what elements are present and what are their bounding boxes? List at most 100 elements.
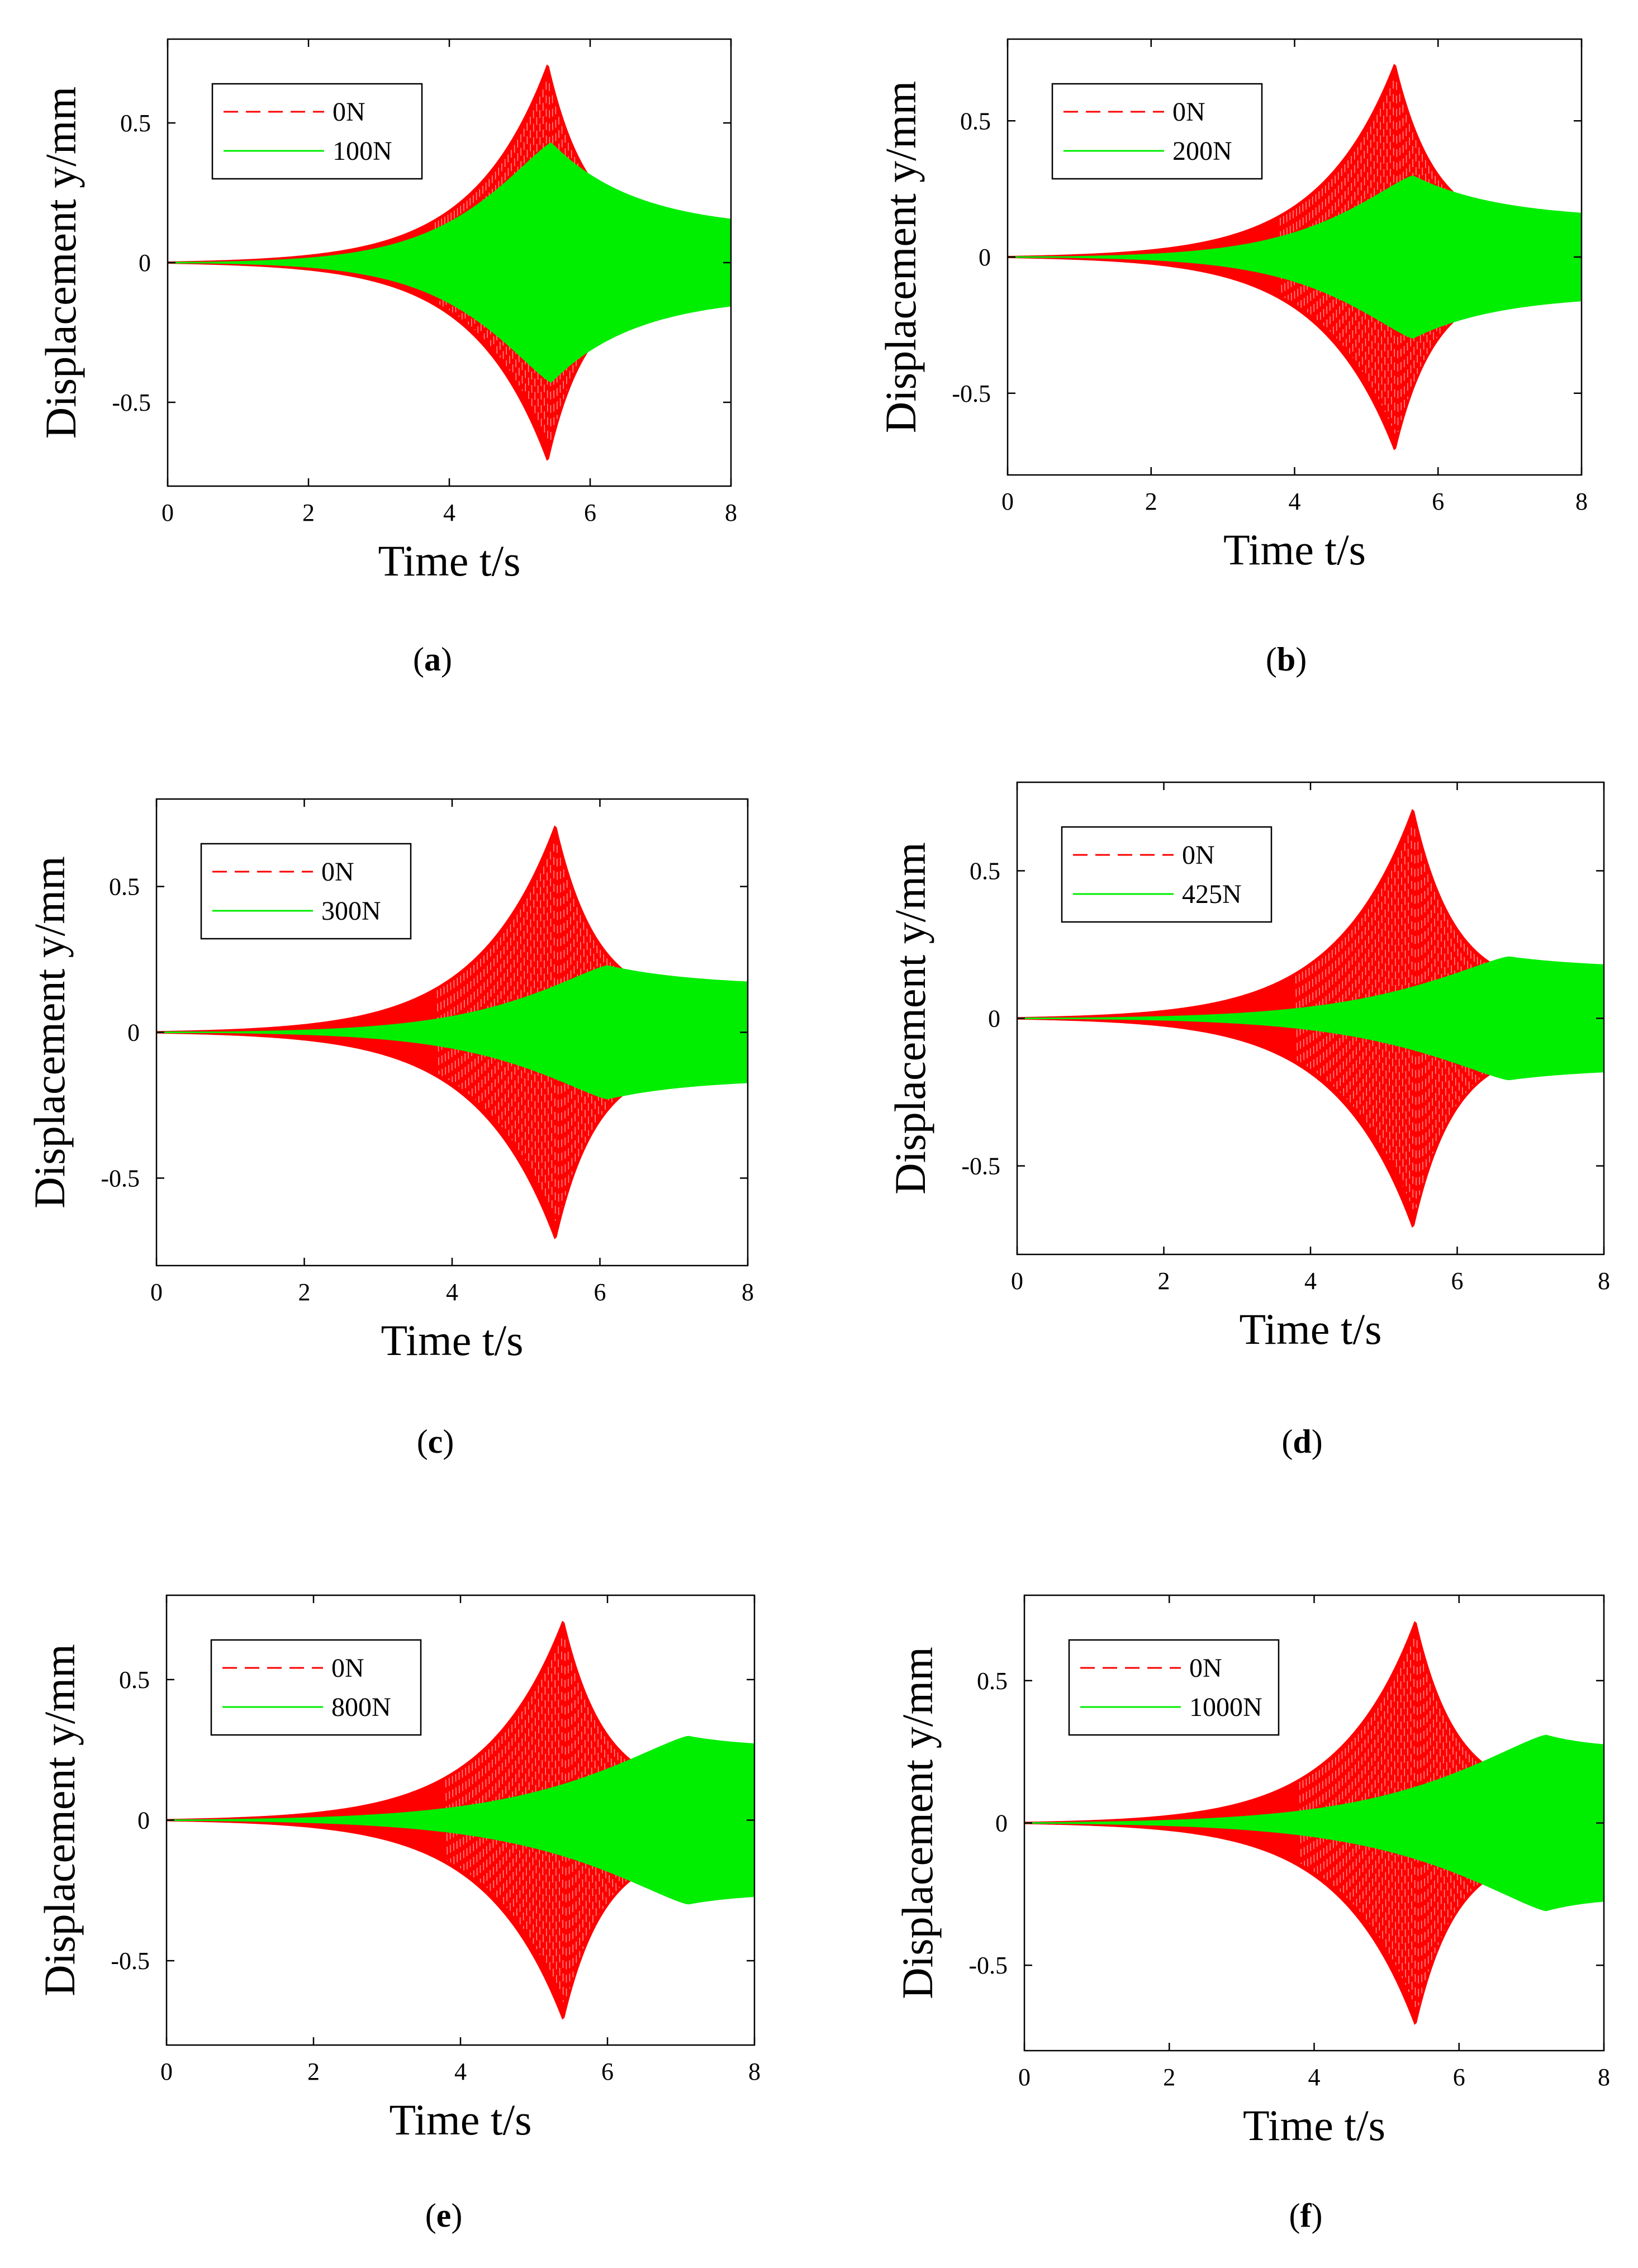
x-tick-label: 2 [1145,488,1157,515]
caption-letter: e [436,2197,452,2234]
x-tick-label: 0 [150,1278,163,1306]
series-425N-envelope [1017,956,1604,1081]
chart-panel-a: 0 2 4 6 8 -0.5 0 0.5 Time t/s Displacement y/mm 0N… [36,38,737,585]
legend-label-100N: 100N [333,136,392,166]
caption-close-paren: ) [1295,641,1307,678]
y-axis-label: Displacement y/mm [886,842,934,1194]
legend-label-0N: 0N [1182,840,1215,870]
x-tick-label: 8 [1575,488,1588,515]
caption-close-paren: ) [441,641,452,678]
x-tick-label: 0 [162,499,174,526]
x-axis-label: Time t/s [1223,525,1366,574]
x-tick-label: 6 [1453,2063,1465,2091]
x-tick-label: 4 [454,2058,467,2085]
caption-open-paren: ( [1289,2197,1300,2234]
legend-label-0N: 0N [1172,97,1205,127]
y-axis-label: Displacement y/mm [876,81,925,433]
caption-letter: f [1300,2197,1312,2234]
y-tick-label: 0 [137,1807,150,1834]
legend-label-300N: 300N [321,896,381,926]
caption-letter: c [428,1423,443,1460]
caption-open-paren: ( [425,2197,436,2234]
legend-box [1068,1639,1280,1736]
x-tick-label: 6 [1451,1267,1464,1295]
x-tick-label: 2 [307,2058,320,2085]
panel-caption-b: (b) [1266,641,1307,678]
y-tick-label: -0.5 [111,1947,150,1975]
x-tick-label: 8 [1598,1267,1610,1295]
panel-caption-c: (c) [417,1423,454,1460]
plot-area [156,825,748,1239]
legend: 0N 1000N [1068,1639,1280,1736]
series-100N-envelope [168,142,731,383]
caption-open-paren: ( [417,1423,428,1460]
legend-box [210,1639,422,1736]
x-tick-label: 4 [1308,2063,1321,2091]
legend-box [1061,826,1273,923]
y-tick-label: 0 [988,1005,1000,1033]
x-tick-label: 4 [443,499,455,526]
y-tick-label: 0.5 [977,1667,1008,1695]
y-tick-label: 0.5 [970,857,1000,885]
legend: 0N 425N [1061,826,1273,923]
caption-close-paren: ) [443,1423,454,1460]
x-tick-label: 4 [1289,488,1301,515]
x-axis-label: Time t/s [378,536,520,585]
y-tick-label: 0.5 [960,107,991,135]
x-axis-label: Time t/s [1239,1305,1381,1353]
y-axis-label: Displacement y/mm [893,1647,942,1999]
legend-box [200,843,412,940]
legend: 0N 100N [211,83,423,180]
legend-label-425N: 425N [1182,879,1242,909]
legend-label-0N: 0N [1189,1653,1222,1683]
x-tick-label: 4 [1304,1267,1317,1295]
legend: 0N 200N [1051,83,1263,180]
series-800N-envelope [167,1736,754,1905]
x-tick-label: 0 [1011,1267,1023,1295]
y-tick-label: 0 [127,1019,140,1047]
x-tick-label: 8 [725,499,737,526]
y-axis-label: Displacement y/mm [25,856,74,1208]
x-tick-label: 6 [594,1278,606,1306]
x-tick-label: 6 [584,499,596,526]
x-tick-label: 0 [1018,2063,1031,2091]
legend-box [1051,83,1263,180]
chart-panel-b: 0 2 4 6 8 -0.5 0 0.5 Time t/s Displacement y/mm 0N… [876,38,1588,574]
plot-area [1017,809,1604,1228]
y-tick-label: -0.5 [112,389,151,416]
series-1000N-envelope [1024,1734,1604,1912]
legend-label-1000N: 1000N [1189,1692,1262,1722]
caption-close-paren: ) [451,2197,462,2234]
x-tick-label: 2 [298,1278,311,1306]
x-axis-label: Time t/s [389,2095,531,2144]
y-tick-label: -0.5 [968,1952,1008,1979]
y-tick-label: -0.5 [101,1164,140,1192]
caption-open-paren: ( [1266,641,1277,678]
caption-letter: b [1277,641,1295,678]
y-axis-label: Displacement y/mm [36,87,85,439]
y-tick-label: 0 [139,249,151,277]
panel-caption-f: (f) [1289,2197,1323,2234]
chart-panel-c: 0 2 4 6 8 -0.5 0 0.5 Time t/s Displacement y/mm 0N… [25,798,754,1364]
y-tick-label: -0.5 [961,1153,1000,1180]
y-tick-label: 0 [979,244,991,271]
legend: 0N 800N [210,1639,422,1736]
caption-letter: d [1293,1423,1311,1460]
x-tick-label: 6 [601,2058,614,2085]
y-axis-label: Displacement y/mm [35,1644,84,1996]
x-tick-label: 2 [302,499,315,526]
caption-close-paren: ) [1311,2197,1322,2234]
plot-area [1024,1621,1604,2025]
y-tick-label: 0.5 [109,873,140,901]
chart-panel-d: 0 2 4 6 8 -0.5 0 0.5 Time t/s Displacement y/mm 0N… [886,781,1610,1353]
caption-open-paren: ( [1281,1423,1293,1460]
legend: 0N 300N [200,843,412,940]
series-200N-envelope [1008,175,1582,339]
caption-letter: a [424,641,441,678]
caption-close-paren: ) [1312,1423,1323,1460]
x-tick-label: 8 [748,2058,761,2085]
x-axis-label: Time t/s [381,1316,523,1364]
legend-label-0N: 0N [321,857,354,887]
x-tick-label: 4 [446,1278,458,1306]
